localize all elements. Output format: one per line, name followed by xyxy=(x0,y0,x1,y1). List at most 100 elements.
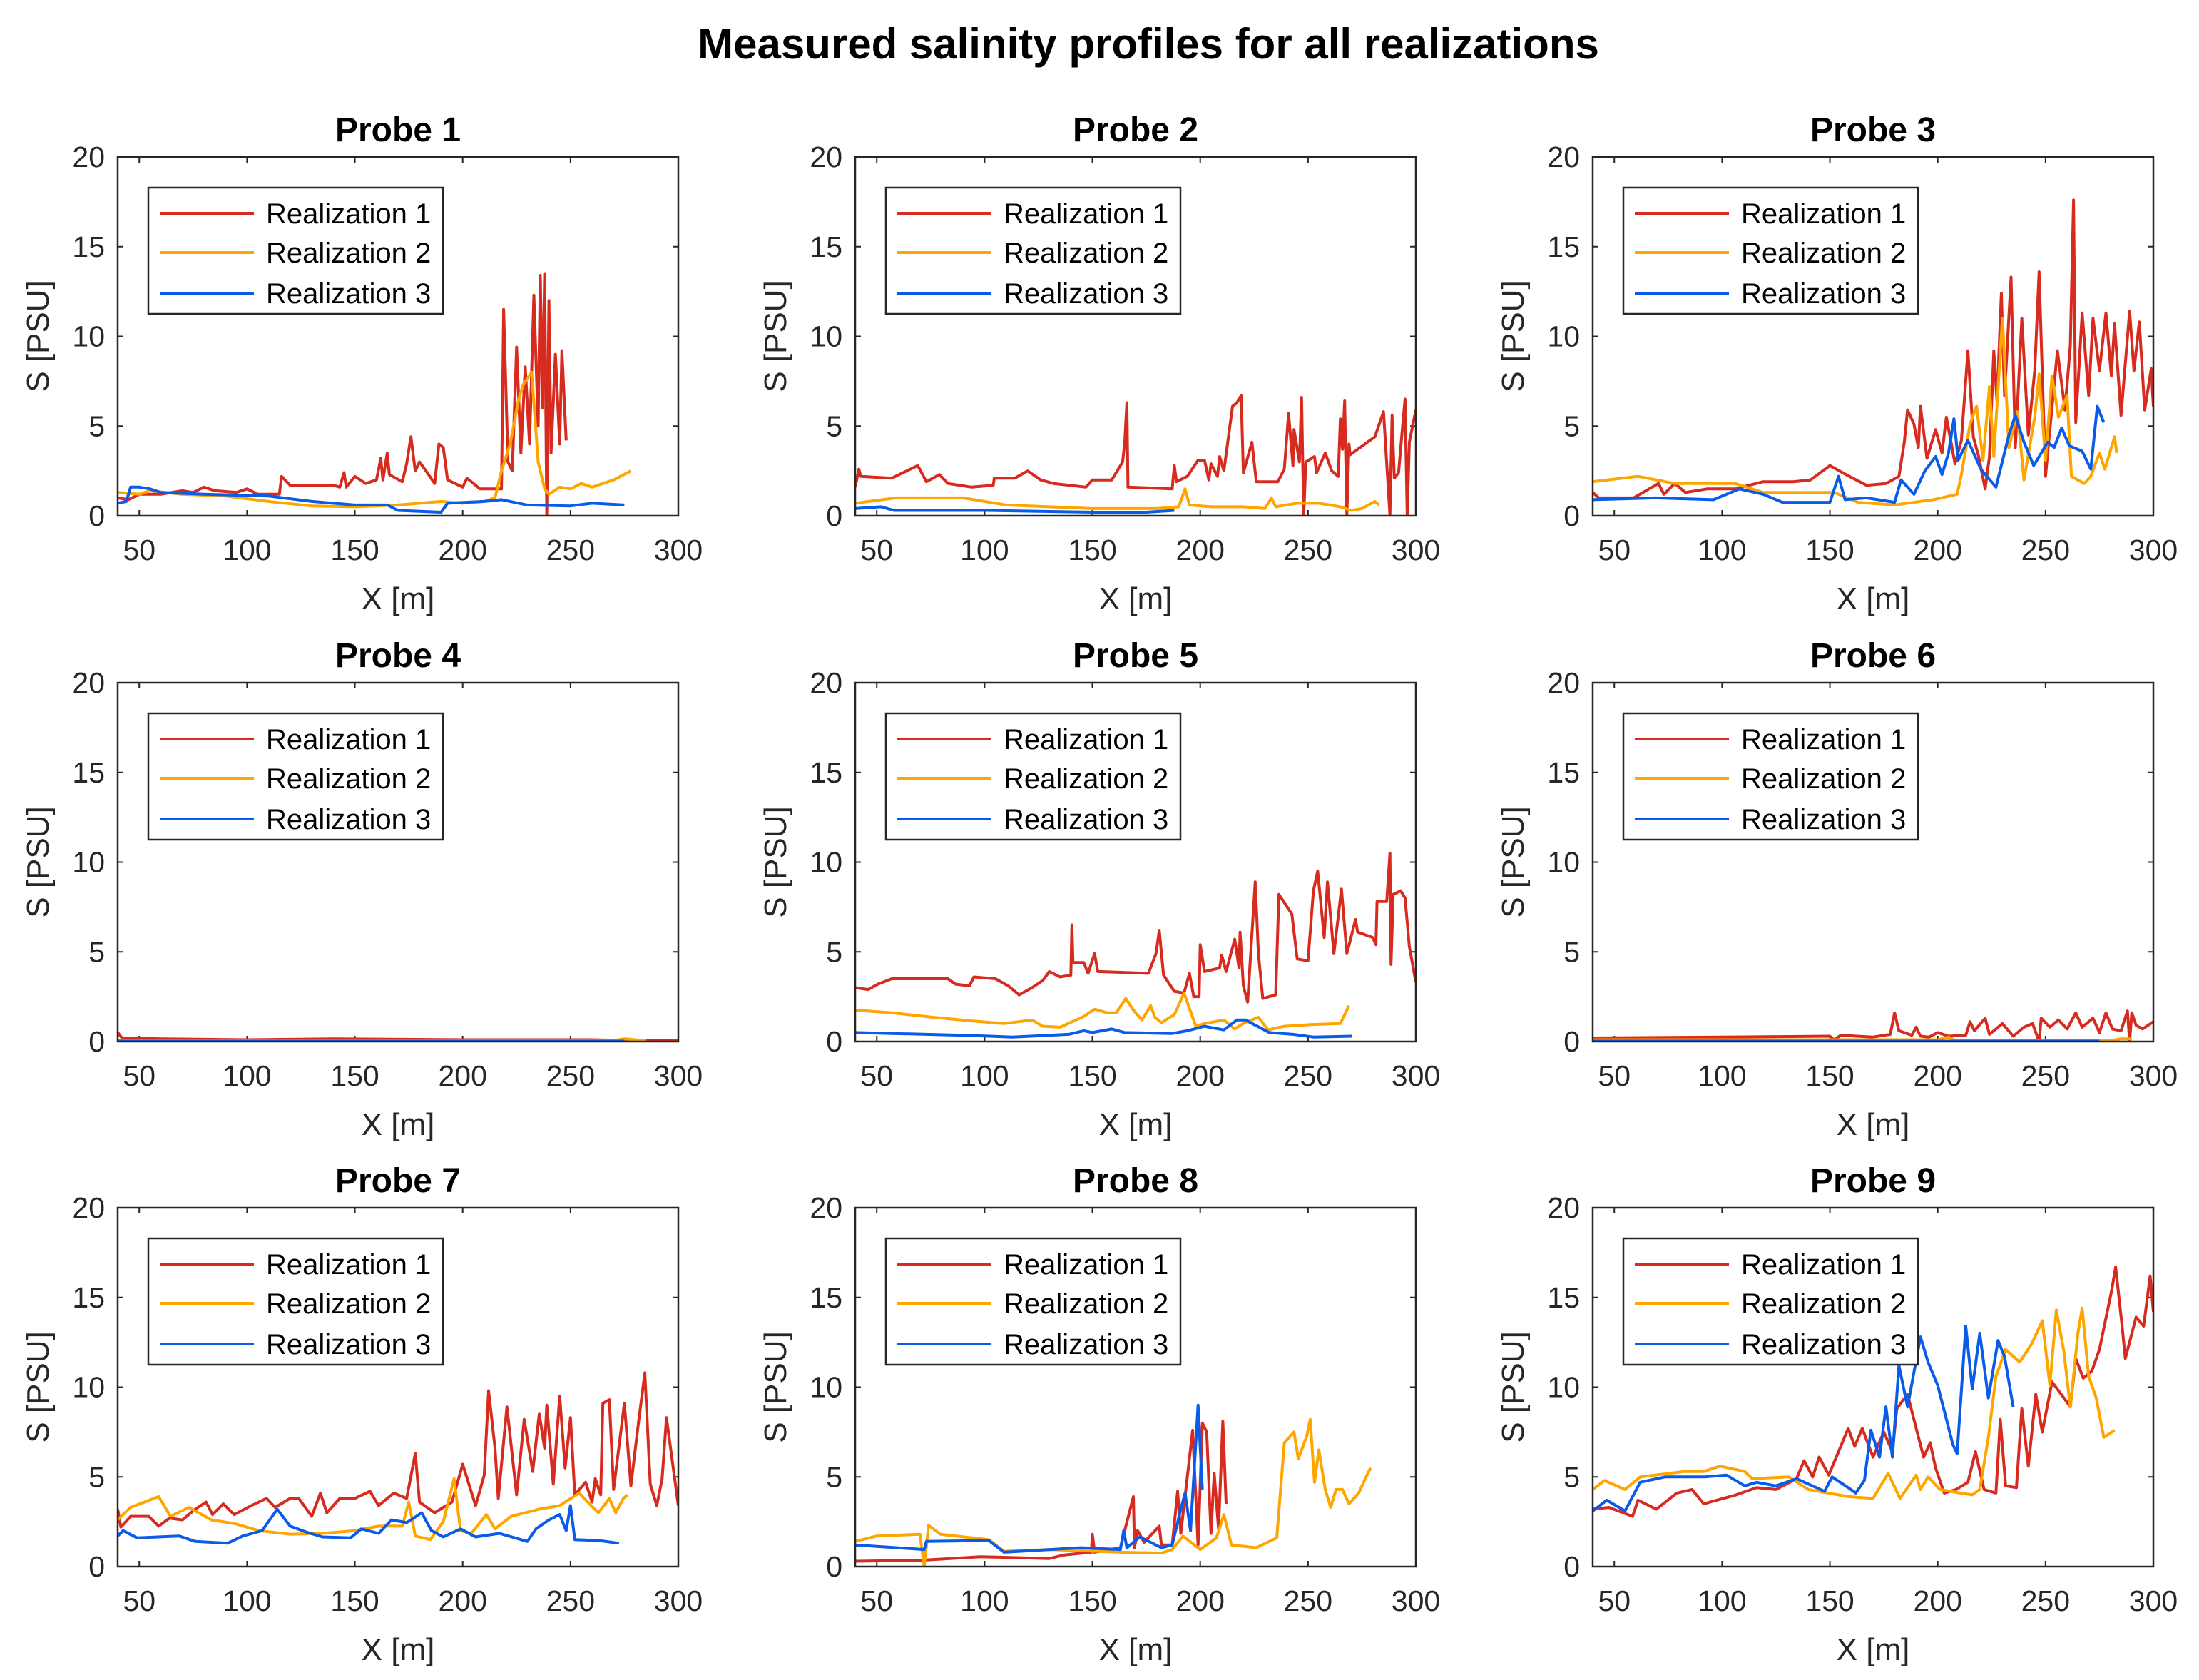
series-line-realization-3 xyxy=(1593,1325,2015,1512)
y-tick-label: 10 xyxy=(72,1371,105,1404)
legend: Realization 1 Realization 2 Realization 3 xyxy=(884,712,1182,841)
x-axis-label: X [m] xyxy=(1837,1107,1910,1142)
y-tick-label: 10 xyxy=(72,846,105,879)
x-tick-label: 250 xyxy=(1284,534,1332,566)
series-line-realization-1 xyxy=(1593,198,2153,499)
y-tick-label: 10 xyxy=(810,1371,842,1404)
x-tick-label: 200 xyxy=(1175,534,1224,566)
x-tick-label: 150 xyxy=(1068,1584,1116,1617)
y-tick-label: 0 xyxy=(826,1025,842,1058)
series-line-realization-2 xyxy=(1593,1306,2116,1500)
legend-label: Realization 2 xyxy=(266,238,431,269)
legend: Realization 1 Realization 2 Realization 3 xyxy=(147,186,444,315)
y-tick-label: 0 xyxy=(1563,499,1580,532)
x-tick-label: 50 xyxy=(860,534,893,566)
x-tick-label: 200 xyxy=(1175,1059,1224,1092)
axes-box xyxy=(1591,681,2155,1043)
legend-label: Realization 2 xyxy=(1004,763,1168,795)
x-tick-label: 200 xyxy=(1913,1059,1961,1092)
series-line-realization-1 xyxy=(855,851,1416,1004)
y-axis-label: S [PSU] xyxy=(21,1331,56,1443)
legend-label: Realization 2 xyxy=(1004,1288,1168,1320)
x-tick-label: 50 xyxy=(1598,534,1631,566)
legend-label: Realization 3 xyxy=(1741,1329,1906,1360)
x-tick-label: 250 xyxy=(546,1059,595,1092)
x-tick-label: 150 xyxy=(330,1059,379,1092)
y-tick-label: 10 xyxy=(810,846,842,879)
x-tick-label: 100 xyxy=(223,1059,271,1092)
x-tick-label: 150 xyxy=(1068,534,1116,566)
x-tick-label: 200 xyxy=(438,534,486,566)
figure-title: Measured salinity profiles for all reali… xyxy=(698,20,1599,68)
x-tick-label: 250 xyxy=(546,534,595,566)
y-tick-label: 10 xyxy=(1547,1371,1580,1404)
series-line-realization-2 xyxy=(1593,317,2118,506)
subplot-title: Probe 6 xyxy=(1810,637,1936,675)
y-axis-label: S [PSU] xyxy=(21,280,56,392)
legend-label: Realization 3 xyxy=(1741,278,1906,310)
y-tick-label: 10 xyxy=(72,320,105,353)
y-axis-label: S [PSU] xyxy=(1496,1331,1531,1443)
y-axis-label: S [PSU] xyxy=(758,280,793,392)
y-tick-label: 20 xyxy=(72,1191,105,1224)
y-tick-label: 20 xyxy=(810,1191,842,1224)
y-tick-label: 0 xyxy=(88,1025,105,1058)
series-line-realization-1 xyxy=(855,394,1416,516)
x-tick-label: 300 xyxy=(1392,1584,1440,1617)
series-line-realization-3 xyxy=(855,1018,1352,1039)
series-line-realization-2 xyxy=(855,992,1351,1032)
x-tick-label: 150 xyxy=(1805,1584,1854,1617)
x-tick-label: 150 xyxy=(1805,534,1854,566)
legend: Realization 1 Realization 2 Realization 3 xyxy=(884,1237,1182,1366)
legend-label: Realization 3 xyxy=(266,278,431,310)
y-tick-label: 20 xyxy=(1547,666,1580,699)
series-line-realization-2 xyxy=(855,487,1380,512)
axes-box xyxy=(116,1206,680,1568)
y-axis-label: S [PSU] xyxy=(21,806,56,918)
legend-label: Realization 2 xyxy=(1741,763,1906,795)
y-tick-label: 10 xyxy=(1547,320,1580,353)
legend-label: Realization 1 xyxy=(266,724,431,755)
x-tick-label: 300 xyxy=(2129,1584,2178,1617)
y-tick-label: 5 xyxy=(1563,409,1580,442)
legend-label: Realization 1 xyxy=(1741,724,1906,755)
y-tick-label: 15 xyxy=(810,1281,842,1314)
x-tick-label: 100 xyxy=(1698,1059,1746,1092)
y-tick-label: 0 xyxy=(88,1550,105,1583)
x-tick-label: 100 xyxy=(960,1059,1009,1092)
y-tick-label: 0 xyxy=(826,499,842,532)
x-tick-label: 150 xyxy=(330,1584,379,1617)
subplot-title: Probe 3 xyxy=(1810,111,1936,149)
x-tick-label: 100 xyxy=(960,1584,1009,1617)
y-tick-label: 0 xyxy=(826,1550,842,1583)
y-axis-label: S [PSU] xyxy=(1496,806,1531,918)
x-tick-label: 300 xyxy=(654,1584,703,1617)
y-tick-label: 15 xyxy=(1547,756,1580,789)
y-axis-label: S [PSU] xyxy=(1496,280,1531,392)
y-tick-label: 0 xyxy=(1563,1550,1580,1583)
series-line-realization-1 xyxy=(118,1371,678,1529)
x-tick-label: 150 xyxy=(1068,1059,1116,1092)
series-line-realization-2 xyxy=(855,1417,1372,1567)
y-tick-label: 20 xyxy=(810,666,842,699)
series-line-realization-1 xyxy=(1593,1266,2153,1518)
axes-box xyxy=(116,681,680,1043)
subplot-probe-6: Probe 6 50 100 150 200 250 300 0 5 10 15 20 X [m] S [… xyxy=(1496,637,2178,1142)
x-tick-label: 250 xyxy=(2021,534,2070,566)
axes-box xyxy=(1591,156,2155,517)
x-tick-label: 50 xyxy=(123,534,155,566)
series-line-realization-3 xyxy=(855,505,1175,514)
legend-label: Realization 2 xyxy=(1741,1288,1906,1320)
x-tick-label: 50 xyxy=(1598,1584,1631,1617)
axes-box xyxy=(116,156,680,517)
subplot-probe-3: Probe 3 50 100 150 200 250 300 0 5 10 15 20 X [m] S [… xyxy=(1496,111,2178,616)
y-tick-label: 5 xyxy=(1563,1460,1580,1493)
x-tick-label: 50 xyxy=(860,1584,893,1617)
series-line-realization-3 xyxy=(1593,404,2106,504)
series-line-realization-1 xyxy=(118,272,568,516)
legend-label: Realization 1 xyxy=(1004,1249,1168,1281)
y-tick-label: 20 xyxy=(1547,141,1580,173)
legend-label: Realization 2 xyxy=(1004,238,1168,269)
series-line-realization-1 xyxy=(1593,1009,2153,1042)
